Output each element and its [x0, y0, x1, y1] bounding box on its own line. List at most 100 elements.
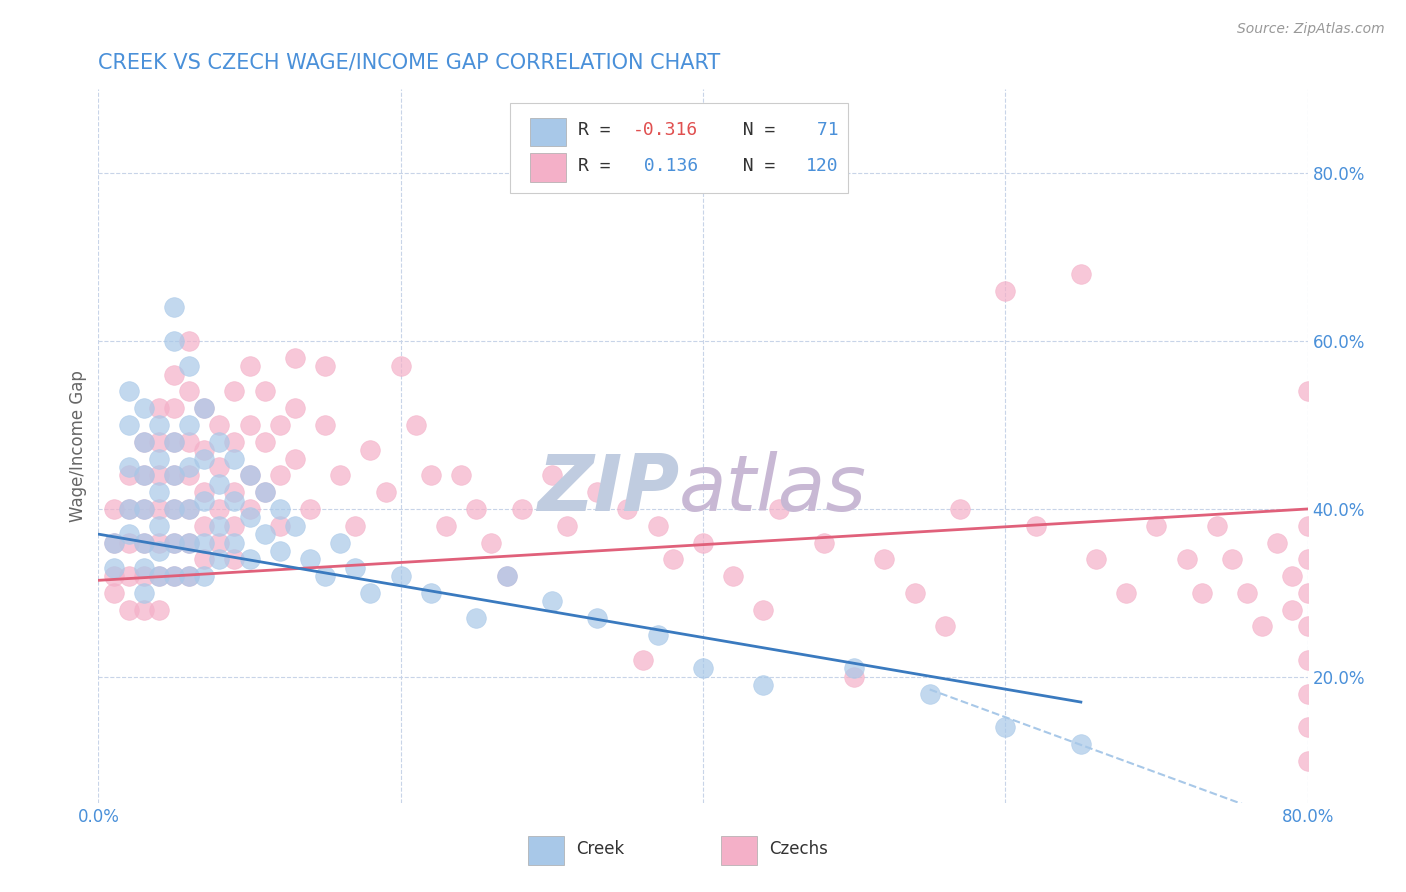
Point	[239, 468, 262, 483]
Point	[405, 417, 427, 432]
Point	[163, 535, 186, 549]
Point	[208, 502, 231, 516]
Point	[132, 535, 155, 549]
FancyBboxPatch shape	[530, 153, 567, 182]
Point	[148, 535, 170, 549]
Point	[118, 384, 141, 399]
Point	[163, 434, 186, 449]
Point	[329, 535, 352, 549]
Point	[495, 569, 517, 583]
Point	[224, 384, 246, 399]
Point	[1296, 384, 1319, 399]
Point	[647, 518, 669, 533]
Point	[239, 502, 262, 516]
Point	[193, 552, 215, 566]
Point	[179, 569, 201, 583]
Text: N =: N =	[721, 157, 786, 175]
Point	[239, 510, 262, 524]
Point	[148, 451, 170, 466]
Text: N =: N =	[721, 121, 786, 139]
Point	[148, 485, 170, 500]
Point	[103, 535, 125, 549]
Point	[314, 569, 336, 583]
Point	[148, 434, 170, 449]
Point	[239, 359, 262, 374]
Point	[1281, 569, 1303, 583]
Point	[1296, 653, 1319, 667]
Point	[193, 518, 215, 533]
Point	[163, 368, 186, 382]
Point	[163, 334, 186, 348]
Point	[132, 468, 155, 483]
Point	[239, 468, 262, 483]
Point	[118, 460, 141, 475]
Point	[103, 535, 125, 549]
Point	[555, 518, 578, 533]
Point	[1191, 586, 1213, 600]
Point	[118, 569, 141, 583]
Point	[103, 560, 125, 574]
Point	[389, 359, 412, 374]
Point	[994, 284, 1017, 298]
Point	[1296, 619, 1319, 633]
Text: Creek: Creek	[576, 840, 624, 858]
Point	[1296, 754, 1319, 768]
Point	[586, 485, 609, 500]
Point	[1115, 586, 1137, 600]
Point	[148, 603, 170, 617]
Point	[344, 518, 367, 533]
Text: Source: ZipAtlas.com: Source: ZipAtlas.com	[1237, 22, 1385, 37]
Point	[193, 401, 215, 416]
Point	[1251, 619, 1274, 633]
Point	[949, 502, 972, 516]
Point	[269, 417, 291, 432]
Point	[224, 552, 246, 566]
Point	[163, 535, 186, 549]
FancyBboxPatch shape	[721, 837, 758, 865]
Point	[284, 351, 307, 365]
Point	[616, 502, 638, 516]
Point	[179, 460, 201, 475]
Point	[163, 301, 186, 315]
Point	[193, 493, 215, 508]
Point	[208, 535, 231, 549]
Point	[1144, 518, 1167, 533]
Point	[148, 569, 170, 583]
Point	[450, 468, 472, 483]
Point	[269, 544, 291, 558]
Point	[314, 359, 336, 374]
Point	[193, 401, 215, 416]
Point	[692, 661, 714, 675]
Point	[163, 468, 186, 483]
Point	[1296, 552, 1319, 566]
Point	[224, 451, 246, 466]
Point	[208, 460, 231, 475]
Point	[329, 468, 352, 483]
Point	[314, 417, 336, 432]
Point	[132, 468, 155, 483]
Point	[224, 485, 246, 500]
Point	[631, 653, 654, 667]
Point	[163, 434, 186, 449]
Point	[844, 670, 866, 684]
Point	[1296, 518, 1319, 533]
Text: R =: R =	[578, 157, 621, 175]
Point	[118, 417, 141, 432]
Point	[208, 417, 231, 432]
Point	[253, 384, 276, 399]
Point	[1267, 535, 1289, 549]
Text: 71: 71	[806, 121, 838, 139]
Point	[208, 476, 231, 491]
Point	[1281, 603, 1303, 617]
Point	[360, 586, 382, 600]
Point	[132, 502, 155, 516]
Point	[253, 485, 276, 500]
Point	[148, 502, 170, 516]
Point	[540, 468, 562, 483]
Point	[1220, 552, 1243, 566]
Point	[179, 468, 201, 483]
Point	[224, 535, 246, 549]
Point	[253, 527, 276, 541]
Point	[103, 502, 125, 516]
FancyBboxPatch shape	[509, 103, 848, 193]
